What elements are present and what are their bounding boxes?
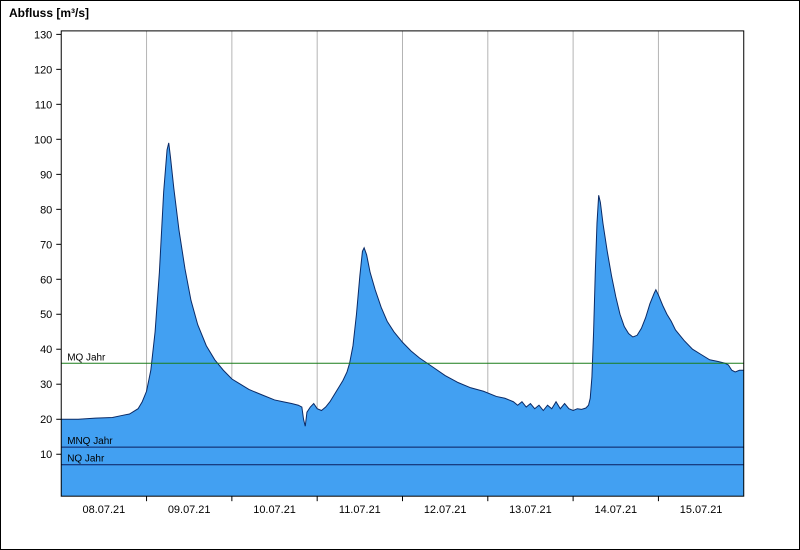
- reference-line-label-mq: MQ Jahr: [67, 352, 106, 363]
- y-tick-label: 20: [40, 414, 52, 426]
- y-tick-label: 50: [40, 309, 52, 321]
- series-area: [61, 142, 744, 497]
- reference-line-label-mnq: MNQ Jahr: [67, 436, 113, 447]
- x-tick-label: 10.07.21: [253, 504, 296, 516]
- y-tick-label: 130: [34, 29, 52, 41]
- y-tick-label: 110: [35, 99, 52, 111]
- y-tick-label: 100: [34, 134, 52, 146]
- series-line: [61, 142, 744, 427]
- x-tick-label: 09.07.21: [168, 504, 211, 516]
- x-tick-label: 13.07.21: [509, 504, 552, 516]
- reference-line-label-nq: NQ Jahr: [67, 454, 105, 465]
- y-tick-label: 60: [40, 274, 52, 286]
- y-tick-label: 10: [40, 449, 52, 461]
- y-tick-label: 80: [40, 204, 52, 216]
- y-tick-label: 30: [40, 379, 52, 391]
- x-tick-label: 15.07.21: [680, 504, 723, 516]
- x-tick-label: 12.07.21: [424, 504, 467, 516]
- x-tick-label: 14.07.21: [594, 504, 637, 516]
- y-tick-label: 90: [40, 169, 52, 181]
- y-tick-label: 70: [40, 239, 52, 251]
- x-tick-label: 11.07.21: [339, 504, 381, 516]
- y-tick-label: 120: [34, 64, 52, 76]
- chart-title: Abfluss [m³/s]: [9, 6, 90, 20]
- x-tick-label: 08.07.21: [83, 504, 126, 516]
- y-tick-label: 40: [40, 344, 52, 356]
